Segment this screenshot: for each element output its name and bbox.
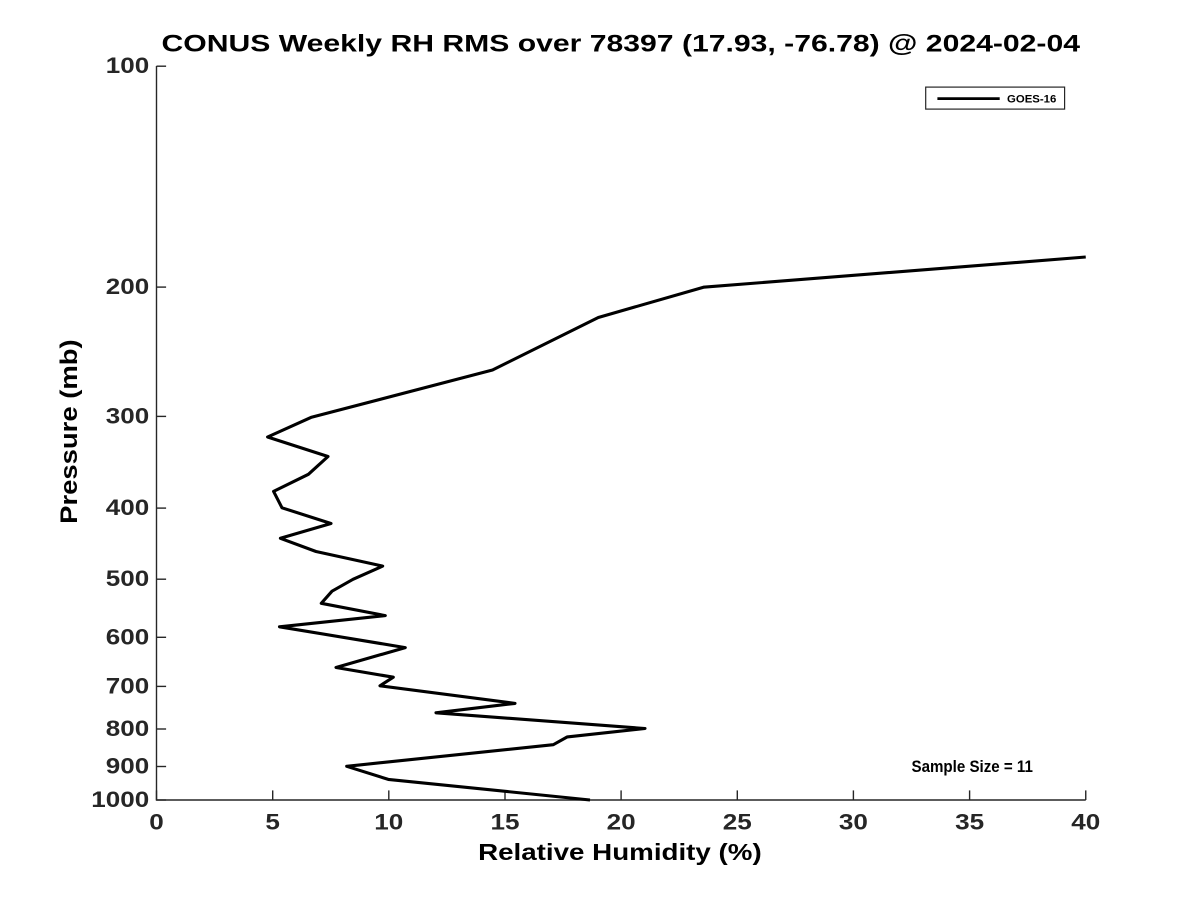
svg-text:15: 15: [491, 810, 520, 835]
svg-text:300: 300: [106, 403, 149, 428]
svg-text:Sample Size = 11: Sample Size = 11: [912, 758, 1033, 776]
svg-text:700: 700: [106, 673, 149, 698]
svg-text:40: 40: [1071, 810, 1100, 835]
svg-text:10: 10: [374, 810, 403, 835]
svg-text:1000: 1000: [91, 787, 149, 812]
svg-text:800: 800: [106, 716, 149, 741]
svg-text:200: 200: [106, 274, 149, 299]
svg-text:600: 600: [106, 624, 149, 649]
svg-text:30: 30: [839, 810, 868, 835]
svg-text:5: 5: [265, 810, 280, 835]
svg-text:900: 900: [106, 754, 149, 779]
svg-text:GOES-16: GOES-16: [1007, 94, 1056, 106]
svg-text:500: 500: [106, 566, 149, 591]
svg-text:400: 400: [106, 495, 149, 520]
svg-text:CONUS Weekly RH RMS over 78397: CONUS Weekly RH RMS over 78397 (17.93, -…: [162, 31, 1081, 58]
svg-text:35: 35: [955, 810, 984, 835]
svg-text:25: 25: [723, 810, 752, 835]
svg-text:20: 20: [607, 810, 636, 835]
svg-text:Relative Humidity (%): Relative Humidity (%): [478, 839, 762, 865]
svg-text:100: 100: [106, 53, 149, 78]
svg-text:Pressure (mb): Pressure (mb): [56, 339, 83, 523]
svg-text:0: 0: [149, 810, 164, 835]
